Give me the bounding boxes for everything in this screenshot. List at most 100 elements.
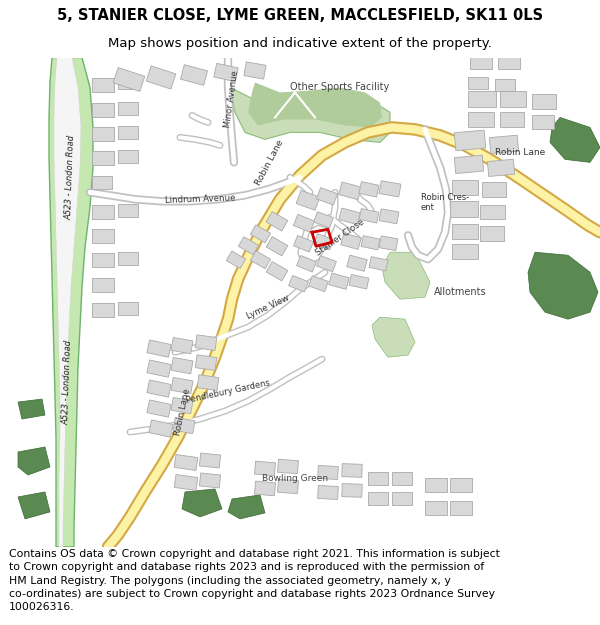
Polygon shape bbox=[550, 118, 600, 162]
Bar bbox=[250, 225, 271, 242]
Bar bbox=[454, 130, 486, 151]
Bar bbox=[244, 62, 266, 79]
Bar bbox=[92, 278, 114, 292]
Bar bbox=[500, 91, 526, 108]
Text: Robin Lane: Robin Lane bbox=[495, 148, 545, 157]
Bar bbox=[349, 274, 369, 289]
Bar bbox=[452, 244, 478, 259]
Bar bbox=[450, 501, 472, 515]
Bar bbox=[250, 251, 271, 269]
Bar bbox=[314, 212, 334, 228]
Bar bbox=[174, 454, 198, 471]
Bar bbox=[293, 214, 314, 232]
Text: Contains OS data © Crown copyright and database right 2021. This information is : Contains OS data © Crown copyright and d… bbox=[9, 549, 500, 612]
Bar bbox=[118, 204, 138, 217]
Bar bbox=[342, 464, 362, 478]
Polygon shape bbox=[182, 489, 222, 517]
Text: A523 - London Road: A523 - London Road bbox=[64, 135, 76, 220]
Polygon shape bbox=[248, 82, 382, 127]
Bar bbox=[392, 472, 412, 485]
Polygon shape bbox=[18, 399, 45, 419]
Bar bbox=[118, 151, 138, 163]
Bar bbox=[450, 201, 478, 217]
Polygon shape bbox=[372, 317, 415, 357]
Bar bbox=[266, 212, 288, 231]
Polygon shape bbox=[230, 58, 390, 142]
Bar bbox=[173, 418, 195, 434]
Text: Robin Cres-
ent: Robin Cres- ent bbox=[421, 192, 469, 212]
Bar bbox=[317, 486, 338, 499]
Bar bbox=[171, 338, 193, 354]
Bar bbox=[359, 182, 379, 197]
Bar bbox=[195, 355, 217, 371]
Polygon shape bbox=[298, 242, 322, 262]
Bar bbox=[118, 76, 138, 89]
Bar bbox=[147, 340, 171, 357]
Bar bbox=[425, 501, 447, 515]
Bar bbox=[266, 261, 288, 281]
Bar bbox=[490, 135, 518, 154]
Bar bbox=[498, 58, 520, 69]
Polygon shape bbox=[49, 58, 93, 547]
Bar bbox=[254, 481, 275, 496]
Bar bbox=[92, 176, 112, 189]
Text: A523 - London Road: A523 - London Road bbox=[61, 339, 73, 425]
Text: Pendlebury Gardens: Pendlebury Gardens bbox=[185, 379, 271, 406]
Bar bbox=[452, 181, 478, 196]
Bar bbox=[92, 229, 114, 243]
Bar bbox=[92, 253, 114, 268]
Bar bbox=[339, 208, 360, 224]
Bar bbox=[226, 251, 245, 269]
Polygon shape bbox=[382, 253, 430, 299]
Text: Lyme View: Lyme View bbox=[245, 293, 291, 321]
Bar bbox=[338, 182, 361, 199]
Bar bbox=[359, 209, 379, 223]
Bar bbox=[174, 474, 198, 491]
Bar bbox=[296, 191, 320, 210]
Text: Map shows position and indicative extent of the property.: Map shows position and indicative extent… bbox=[108, 37, 492, 49]
Text: Other Sports Facility: Other Sports Facility bbox=[290, 82, 389, 92]
Bar bbox=[289, 276, 308, 292]
Bar bbox=[171, 398, 193, 414]
Text: Stanier Close: Stanier Close bbox=[314, 217, 366, 258]
Bar bbox=[482, 182, 506, 198]
Polygon shape bbox=[54, 58, 81, 547]
Text: Allotments: Allotments bbox=[434, 288, 487, 298]
Bar bbox=[147, 380, 171, 398]
Polygon shape bbox=[18, 447, 50, 475]
Bar bbox=[197, 375, 219, 391]
Bar bbox=[92, 79, 114, 92]
Bar bbox=[379, 236, 398, 251]
Bar bbox=[452, 224, 478, 239]
Bar bbox=[392, 492, 412, 505]
Polygon shape bbox=[228, 495, 265, 519]
Bar bbox=[500, 112, 524, 128]
Bar bbox=[347, 255, 367, 271]
Bar bbox=[468, 91, 496, 108]
Bar bbox=[342, 484, 362, 498]
Text: Robin Lane: Robin Lane bbox=[254, 138, 286, 187]
Bar bbox=[266, 237, 288, 256]
Bar bbox=[480, 226, 504, 241]
Bar bbox=[92, 151, 114, 166]
Bar bbox=[361, 236, 380, 250]
Bar bbox=[181, 64, 208, 86]
Bar bbox=[147, 360, 171, 378]
Bar bbox=[368, 472, 388, 485]
Bar bbox=[278, 479, 298, 494]
Bar bbox=[317, 256, 337, 272]
Bar bbox=[293, 236, 313, 252]
Bar bbox=[470, 58, 492, 69]
Bar bbox=[118, 302, 138, 315]
Bar bbox=[296, 256, 316, 272]
Bar bbox=[532, 116, 554, 129]
Bar bbox=[147, 400, 171, 417]
Bar bbox=[495, 79, 515, 91]
Bar bbox=[92, 303, 114, 317]
Bar bbox=[450, 478, 472, 492]
Bar bbox=[468, 112, 494, 128]
Bar bbox=[113, 68, 145, 91]
Bar bbox=[487, 159, 515, 176]
Bar bbox=[314, 234, 334, 250]
Bar bbox=[118, 102, 138, 116]
